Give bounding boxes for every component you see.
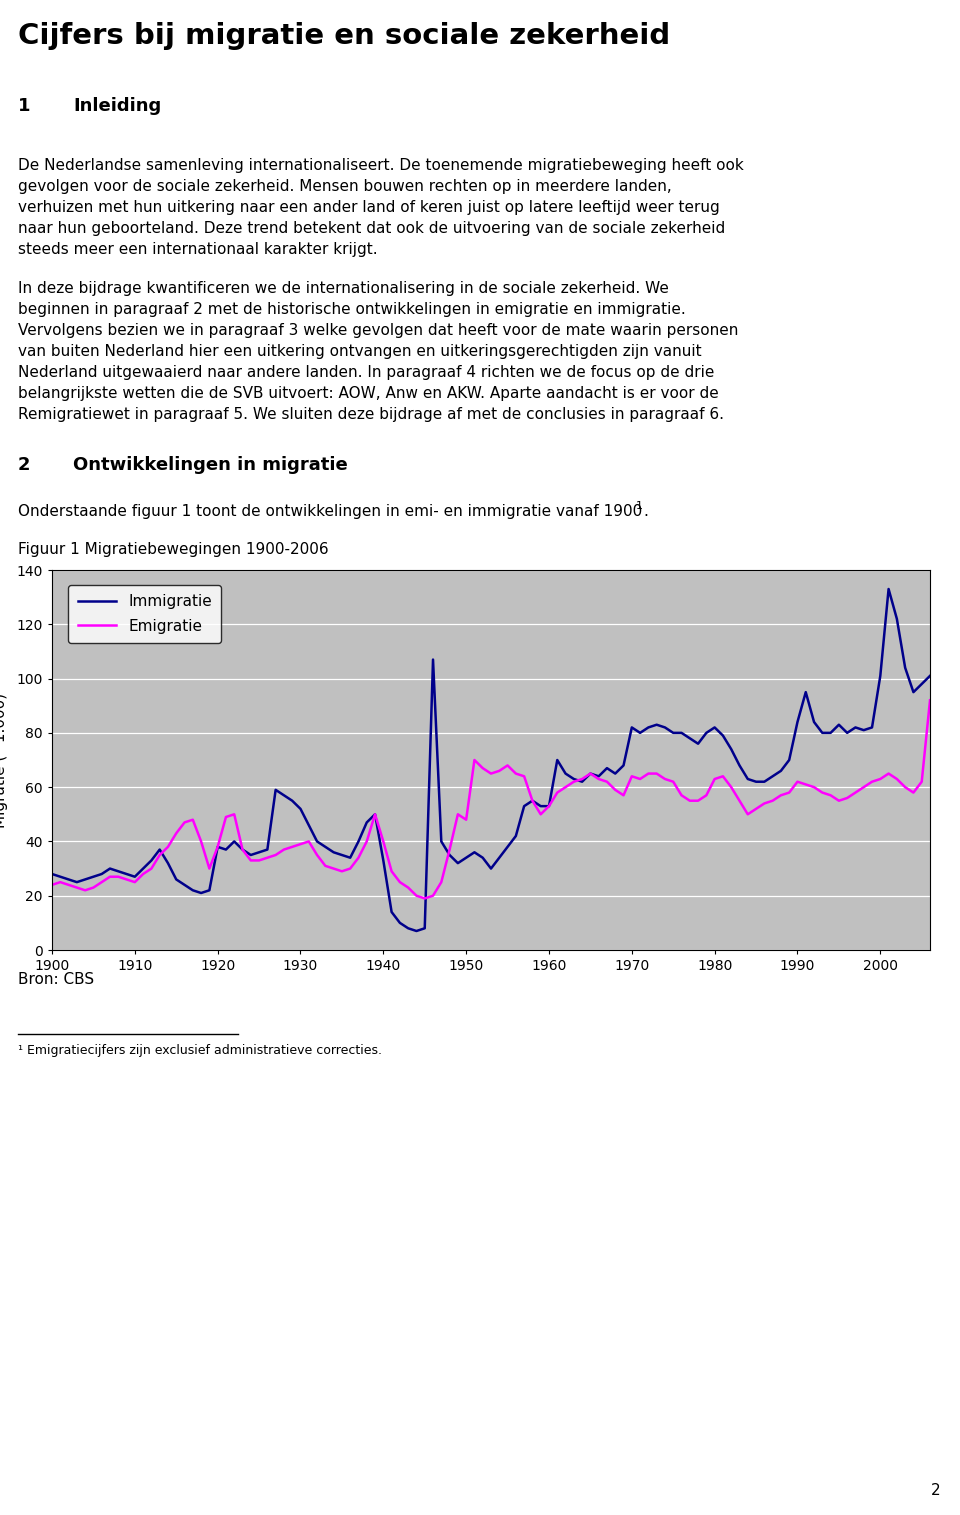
Text: steeds meer een internationaal karakter krijgt.: steeds meer een internationaal karakter …: [18, 242, 377, 258]
Emigratie: [311, 845, 323, 864]
Text: Remigratiewet in paragraaf 5. We sluiten deze bijdrage af met de conclusies in p: Remigratiewet in paragraaf 5. We sluiten…: [18, 408, 724, 423]
Text: naar hun geboorteland. Deze trend betekent dat ook de uitvoering van de sociale : naar hun geboorteland. Deze trend beteke…: [18, 221, 725, 236]
Immigratie: [676, 724, 687, 742]
Text: 2: 2: [930, 1483, 940, 1498]
Emigratie: [676, 786, 687, 804]
Emigratie: [833, 792, 845, 811]
Text: Figuur 1 Migratiebewegingen 1900-2006: Figuur 1 Migratiebewegingen 1900-2006: [18, 542, 328, 558]
Immigratie: [717, 727, 729, 745]
Immigratie: [411, 923, 422, 941]
Immigratie: [46, 865, 58, 883]
Text: beginnen in paragraaf 2 met de historische ontwikkelingen in emigratie en immigr: beginnen in paragraaf 2 met de historisc…: [18, 301, 685, 317]
Text: 2: 2: [18, 456, 31, 474]
Line: Emigratie: Emigratie: [52, 700, 930, 898]
Text: belangrijkste wetten die de SVB uitvoert: AOW, Anw en AKW. Aparte aandacht is er: belangrijkste wetten die de SVB uitvoert…: [18, 386, 719, 401]
Y-axis label: Migratie (* 1.000): Migratie (* 1.000): [0, 692, 9, 827]
Text: .: .: [643, 504, 648, 520]
Text: Vervolgens bezien we in paragraaf 3 welke gevolgen dat heeft voor de mate waarin: Vervolgens bezien we in paragraaf 3 welk…: [18, 323, 738, 338]
Text: De Nederlandse samenleving internationaliseert. De toenemende migratiebeweging h: De Nederlandse samenleving international…: [18, 158, 744, 173]
Text: van buiten Nederland hier een uitkering ontvangen en uitkeringsgerechtigden zijn: van buiten Nederland hier een uitkering …: [18, 344, 702, 359]
Immigratie: [311, 832, 323, 850]
Text: Onderstaande figuur 1 toont de ontwikkelingen in emi- en immigratie vanaf 1900: Onderstaande figuur 1 toont de ontwikkel…: [18, 504, 642, 520]
Text: Inleiding: Inleiding: [73, 97, 161, 115]
Emigratie: [717, 767, 729, 785]
Emigratie: [46, 876, 58, 894]
Text: Nederland uitgewaaierd naar andere landen. In paragraaf 4 richten we de focus op: Nederland uitgewaaierd naar andere lande…: [18, 365, 714, 380]
Emigratie: [419, 889, 430, 907]
Immigratie: [833, 715, 845, 733]
Text: Ontwikkelingen in migratie: Ontwikkelingen in migratie: [73, 456, 348, 474]
Line: Immigratie: Immigratie: [52, 589, 930, 932]
Text: Bron: CBS: Bron: CBS: [18, 973, 94, 986]
Immigratie: [758, 773, 770, 791]
Text: In deze bijdrage kwantificeren we de internationalisering in de sociale zekerhei: In deze bijdrage kwantificeren we de int…: [18, 280, 669, 295]
Emigratie: [875, 770, 886, 788]
Text: Cijfers bij migratie en sociale zekerheid: Cijfers bij migratie en sociale zekerhei…: [18, 23, 670, 50]
Text: gevolgen voor de sociale zekerheid. Mensen bouwen rechten op in meerdere landen,: gevolgen voor de sociale zekerheid. Mens…: [18, 179, 672, 194]
Text: 1: 1: [636, 501, 643, 511]
Text: ¹ Emigratiecijfers zijn exclusief administratieve correcties.: ¹ Emigratiecijfers zijn exclusief admini…: [18, 1044, 382, 1057]
Legend: Immigratie, Emigratie: Immigratie, Emigratie: [68, 585, 221, 642]
Immigratie: [875, 667, 886, 685]
Immigratie: [924, 667, 936, 685]
Emigratie: [924, 691, 936, 709]
Text: 1: 1: [18, 97, 31, 115]
Immigratie: [883, 580, 895, 598]
Text: verhuizen met hun uitkering naar een ander land of keren juist op latere leeftij: verhuizen met hun uitkering naar een and…: [18, 200, 720, 215]
Emigratie: [758, 794, 770, 812]
